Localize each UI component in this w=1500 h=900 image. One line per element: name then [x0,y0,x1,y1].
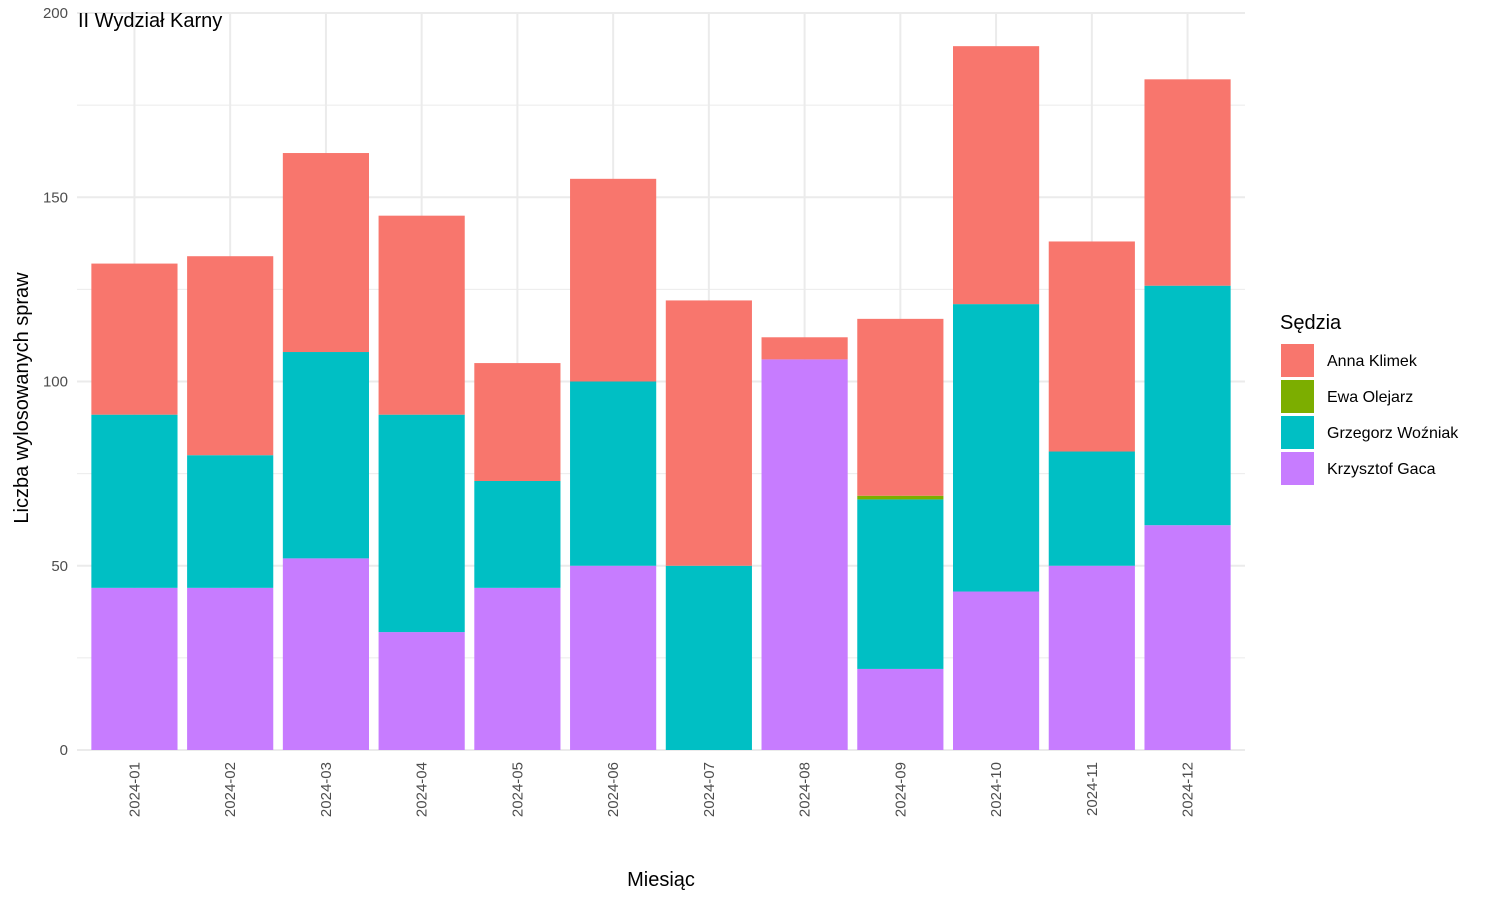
bar-segment [1144,285,1231,526]
legend-label: Krzysztof Gaca [1327,461,1436,478]
bar-segment [187,587,274,750]
x-tick-label: 2024-06 [605,762,622,817]
bar-segment [282,153,369,353]
bar-segment [570,178,657,382]
bar-segment [474,480,561,588]
x-tick-label: 2024-11 [1084,762,1101,816]
x-tick-label: 2024-10 [988,762,1005,817]
bar-segment [857,499,944,669]
bar-segment [665,565,752,750]
bar-segment [1144,79,1231,286]
bar-segment [570,565,657,750]
bar-segment [474,587,561,750]
bar-segment [761,359,848,750]
bar-segment [570,381,657,566]
bar-segment [665,300,752,566]
bar-segment [857,668,944,750]
bar-segment [1048,451,1135,566]
bar-segment [953,46,1040,305]
x-tick-label: 2024-05 [509,762,526,817]
bar-segment [378,414,465,633]
bar-segment [187,256,274,456]
legend-items: Anna Klimek Ewa Olejarz Grzegorz Woźniak Kr… [1281,344,1459,485]
x-tick-label: 2024-03 [318,762,335,817]
y-tick-label: 50 [51,558,68,575]
bar-segment [378,215,465,415]
legend-label: Grzegorz Woźniak [1327,425,1459,442]
x-tick-label: 2024-01 [126,762,143,817]
x-axis-title: Miesiąc [627,869,695,891]
bar-segment [474,363,561,481]
x-tick-label: 2024-12 [1180,762,1197,817]
bar-segment [953,591,1040,750]
bar-segment [857,495,944,500]
y-axis-ticks: 0 50 100 150 200 [43,5,68,759]
legend-key [1281,416,1314,449]
x-tick-label: 2024-09 [892,762,909,817]
bar-segment [953,304,1040,592]
x-tick-label: 2024-08 [797,762,814,817]
bar-segment [91,414,178,588]
bar-segment [761,337,848,360]
bar-segment [282,352,369,559]
legend: Sędzia Anna Klimek Ewa Olejarz Grzegorz Wo… [1280,312,1459,485]
x-tick-label: 2024-07 [701,762,718,817]
bar-segment [857,318,944,496]
y-tick-label: 100 [43,374,68,391]
y-tick-label: 200 [43,5,68,22]
x-tick-label: 2024-02 [222,762,239,817]
chart-title: II Wydział Karny [78,10,222,32]
bar-segment [378,632,465,750]
bar-segment [91,263,178,415]
bars [91,46,1231,750]
x-tick-label: 2024-04 [414,762,431,817]
bar-segment [1048,565,1135,750]
bar-segment [1048,241,1135,452]
bar-segment [1144,525,1231,750]
x-axis-ticks: 2024-01 2024-02 2024-03 2024-04 2024-05 2024-… [126,762,1196,817]
y-axis-title: Liczba wylosowanych spraw [11,272,33,524]
legend-key [1281,344,1314,377]
legend-key [1281,380,1314,413]
legend-label: Anna Klimek [1327,353,1418,370]
bar-segment [187,455,274,588]
bar-segment [282,558,369,750]
y-tick-label: 150 [43,189,68,206]
legend-label: Ewa Olejarz [1327,389,1413,406]
bar-segment [91,587,178,750]
y-tick-label: 0 [60,742,68,759]
legend-title: Sędzia [1280,312,1342,334]
legend-key [1281,452,1314,485]
